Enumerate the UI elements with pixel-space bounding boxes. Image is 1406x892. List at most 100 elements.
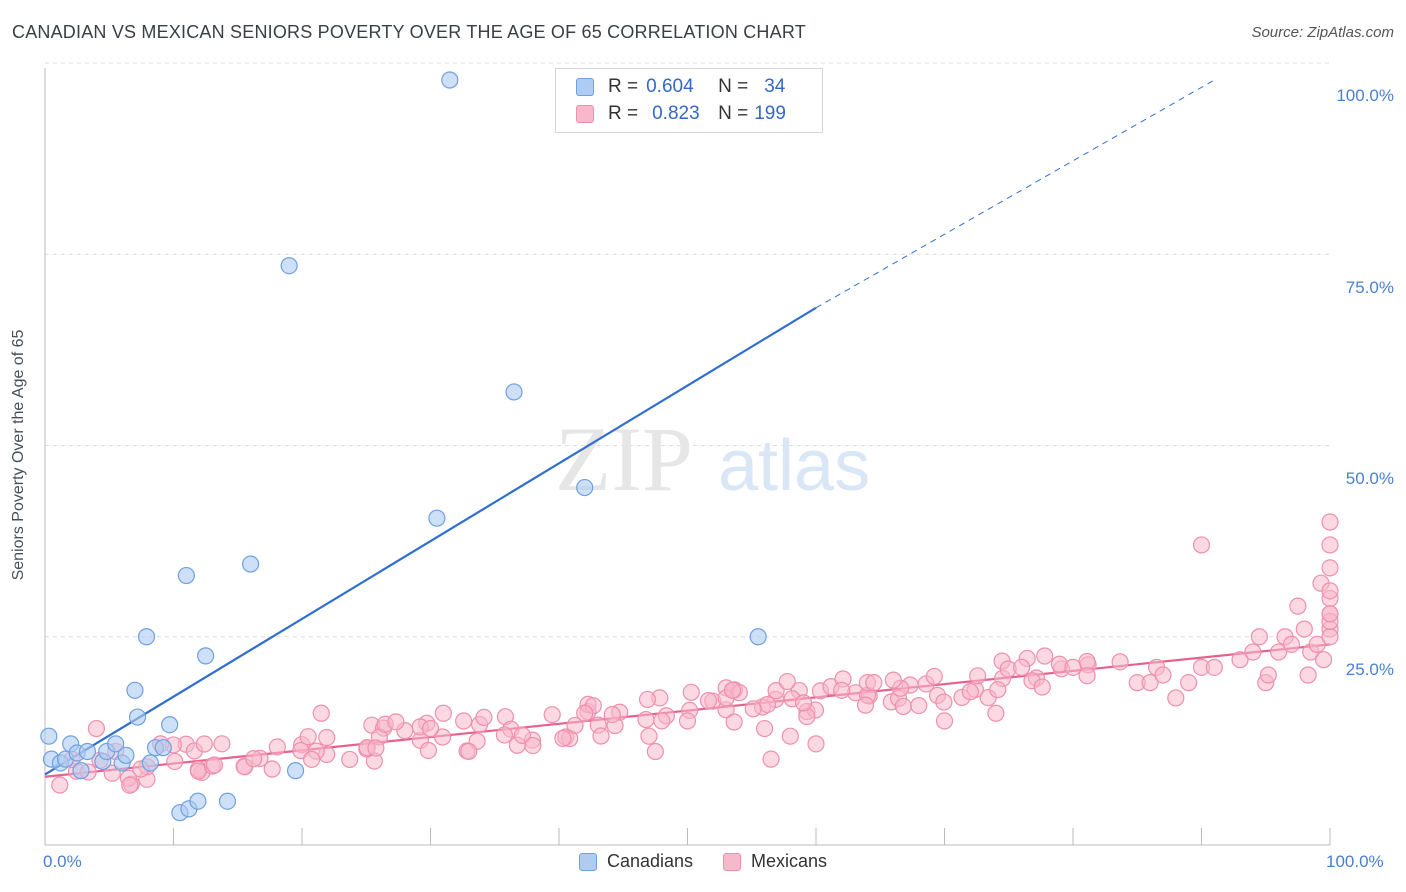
mexicans-point: [1111, 653, 1129, 671]
source-label: Source: ZipAtlas.com: [1251, 24, 1394, 41]
mexicans-point: [421, 719, 440, 738]
mexicans-point: [744, 700, 762, 718]
mexicans-point: [592, 727, 610, 745]
canadians-point: [286, 762, 305, 780]
mexicans-point: [640, 727, 658, 745]
mexicans-point: [856, 696, 875, 714]
mexicans-point: [513, 726, 531, 744]
mexicans-point: [603, 705, 621, 724]
canadians-point: [749, 628, 767, 646]
mexicans-point: [961, 683, 979, 701]
mexicans-point: [460, 742, 478, 761]
mexicans-point: [303, 750, 321, 768]
mexicans-point: [1192, 536, 1211, 554]
mexicans-point: [637, 710, 655, 729]
mexicans-point: [778, 672, 796, 691]
legend-r-value: 0.604: [646, 76, 694, 97]
mexicans-point: [1299, 666, 1317, 684]
mexicans-point: [1321, 513, 1339, 531]
watermark: ZIP atlas: [555, 408, 870, 510]
canadians-point: [177, 566, 195, 585]
mexicans-point: [566, 716, 584, 735]
legend-item-mexicans[interactable]: Mexicans: [723, 851, 827, 872]
mexicans-point: [1282, 635, 1301, 654]
legend-row-canadians: R = 0.604 N = 34: [576, 74, 785, 100]
mexicans-point: [987, 704, 1005, 722]
mexicans-point: [1244, 643, 1262, 661]
mexicans-point: [87, 719, 106, 738]
mexicans-point: [725, 713, 743, 731]
legend-n-value: 34: [764, 76, 786, 97]
canadians-point: [218, 792, 237, 810]
mexicans-point: [51, 776, 69, 794]
mexicans-swatch: [576, 105, 594, 123]
mexicans-point: [312, 704, 330, 722]
mexicans-point: [925, 667, 943, 686]
legend-r-label: R =: [608, 103, 639, 124]
mexicans-point: [1012, 658, 1031, 676]
mexicans-point: [166, 752, 184, 771]
mexicans-point: [781, 727, 799, 745]
y-tick-label-100: 100.0%: [1336, 86, 1394, 105]
mexicans-point: [387, 713, 405, 731]
x-tick-label-100: 100.0%: [1326, 852, 1384, 871]
canadians-point: [576, 478, 594, 497]
mexicans-point: [884, 671, 902, 689]
mexicans-point: [1167, 689, 1185, 707]
canadians-points: [40, 71, 767, 822]
mexicans-point: [1314, 651, 1333, 669]
correlation-legend: R = 0.604 N = 34 R = 0.823 N = 199: [555, 68, 823, 133]
axes: [44, 68, 1331, 846]
mexicans-point: [1321, 605, 1339, 623]
mexicans-point: [646, 742, 664, 761]
legend-n-label: N =: [718, 103, 749, 124]
mexicans-point: [195, 735, 213, 753]
gridlines: [45, 62, 1330, 638]
mexicans-point: [807, 735, 825, 753]
mexicans-point: [205, 756, 224, 774]
mexicans-point: [495, 726, 513, 744]
mexicans-point: [1064, 658, 1082, 676]
mexicans-point: [762, 750, 780, 768]
legend-r-value: 0.823: [652, 103, 700, 124]
mexicans-point: [318, 728, 336, 747]
watermark-atlas: atlas: [718, 426, 870, 506]
chart-title: CANADIAN VS MEXICAN SENIORS POVERTY OVER…: [12, 22, 806, 42]
mexicans-point: [1180, 674, 1198, 692]
mexicans-point: [1321, 559, 1339, 577]
canadians-point: [189, 792, 207, 810]
canadians-point: [428, 509, 446, 527]
canadians-point: [154, 739, 172, 757]
mexicans-point: [1141, 674, 1159, 692]
mexicans-point: [299, 728, 317, 746]
canadians-point: [137, 628, 156, 646]
mexicans-point: [989, 681, 1007, 699]
mexicans-point: [833, 681, 851, 699]
mexicans-point: [433, 728, 452, 746]
mexicans-point: [268, 738, 286, 756]
canadians-swatch: [576, 78, 594, 96]
canadians-label: Canadians: [606, 851, 694, 871]
mexicans-point: [723, 681, 742, 699]
mexicans-point: [678, 712, 697, 730]
canadians-point: [242, 555, 260, 573]
mexicans-point: [638, 690, 657, 709]
mexicans-point: [1321, 628, 1339, 646]
mexicans-point: [758, 695, 777, 714]
mexicans-point: [1036, 647, 1054, 665]
legend-item-canadians[interactable]: Canadians: [578, 851, 694, 872]
mexicans-point: [554, 729, 572, 747]
canadians-point: [126, 681, 144, 699]
mexicans-point: [1289, 597, 1307, 615]
mexicans-point: [1250, 628, 1268, 646]
canadians-point: [117, 746, 135, 764]
mexicans-point: [434, 704, 452, 722]
mexicans-point: [543, 706, 561, 724]
y-tick-label-50: 50.0%: [1345, 469, 1394, 488]
canadians-point: [107, 735, 125, 753]
mexicans-label: Mexicans: [751, 851, 828, 871]
y-tick-label-75: 75.0%: [1345, 278, 1394, 297]
x-tick-label-0: 0.0%: [43, 852, 82, 871]
mexicans-point: [1231, 651, 1249, 669]
